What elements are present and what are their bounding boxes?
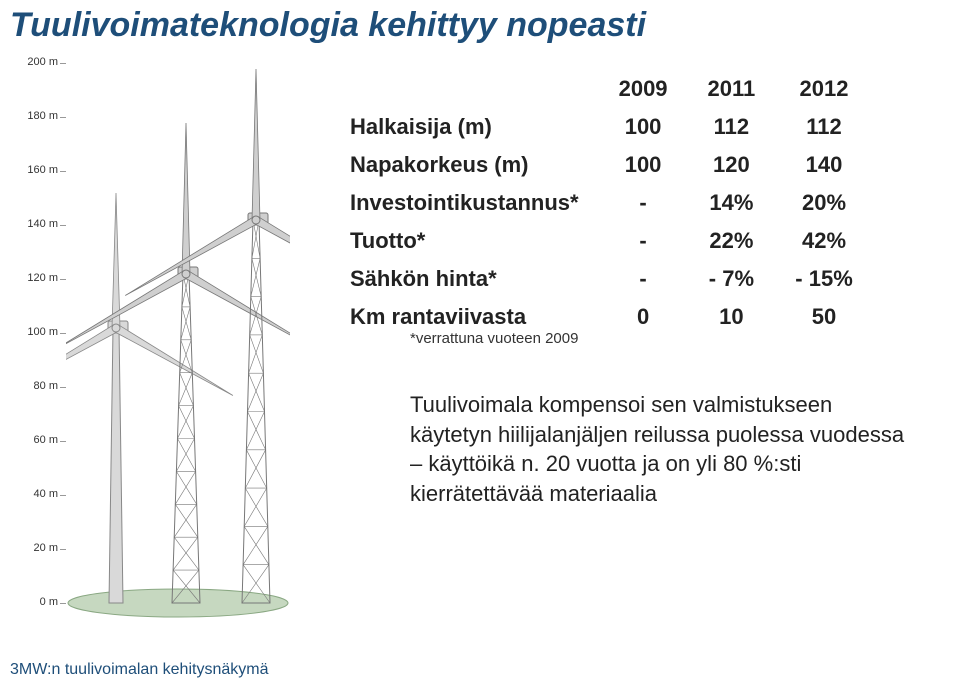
y-tick-label: 120 m — [10, 272, 58, 284]
row-value: 112 — [775, 108, 872, 146]
row-value: 112 — [688, 108, 776, 146]
table-row: Investointikustannus*-14%20% — [330, 184, 873, 222]
row-value: 20% — [775, 184, 872, 222]
row-value: - — [599, 260, 688, 298]
body-text: Tuulivoimala kompensoi sen valmistukseen… — [410, 390, 920, 509]
row-value: 10 — [688, 298, 776, 336]
row-label: Halkaisija (m) — [330, 108, 599, 146]
y-tick-label: 180 m — [10, 110, 58, 122]
row-label: Tuotto* — [330, 222, 599, 260]
row-value: 100 — [599, 146, 688, 184]
table-header-cell: 2011 — [688, 70, 776, 108]
table-row: Sähkön hinta*-- 7%- 15% — [330, 260, 873, 298]
row-value: - — [599, 222, 688, 260]
y-tick-label: 100 m — [10, 326, 58, 338]
table-row: Tuotto*-22%42% — [330, 222, 873, 260]
y-tick-label: 160 m — [10, 164, 58, 176]
table-row: Napakorkeus (m)100120140 — [330, 146, 873, 184]
turbines-svg — [66, 58, 290, 628]
row-value: - — [599, 184, 688, 222]
y-axis: 200 m 180 m 160 m 140 m 120 m 100 m 80 m 60 m 40… — [10, 58, 60, 628]
row-value: 14% — [688, 184, 776, 222]
table-header-cell — [330, 70, 599, 108]
footnote: *verrattuna vuoteen 2009 — [410, 330, 578, 347]
row-value: - 15% — [775, 260, 872, 298]
table-header-cell: 2012 — [775, 70, 872, 108]
row-value: 0 — [599, 298, 688, 336]
tower-area — [66, 58, 290, 628]
y-tick-label: 40 m — [10, 488, 58, 500]
data-table: 200920112012Halkaisija (m)100112112Napak… — [330, 70, 873, 336]
row-value: 22% — [688, 222, 776, 260]
table-row: Halkaisija (m)100112112 — [330, 108, 873, 146]
y-tick-label: 140 m — [10, 218, 58, 230]
y-tick-label: 200 m — [10, 56, 58, 68]
caption: 3MW:n tuulivoimalan kehitysnäkymä — [10, 661, 268, 679]
row-value: 120 — [688, 146, 776, 184]
table-header-cell: 2009 — [599, 70, 688, 108]
y-tick-label: 80 m — [10, 380, 58, 392]
row-value: 50 — [775, 298, 872, 336]
y-tick-label: 0 m — [10, 596, 58, 608]
page-title: Tuulivoimateknologia kehittyy nopeasti — [10, 6, 646, 45]
y-tick-label: 20 m — [10, 542, 58, 554]
row-value: 140 — [775, 146, 872, 184]
row-label: Napakorkeus (m) — [330, 146, 599, 184]
turbine — [66, 193, 233, 603]
row-value: 100 — [599, 108, 688, 146]
y-tick-label: 60 m — [10, 434, 58, 446]
turbine — [125, 69, 290, 603]
row-value: 42% — [775, 222, 872, 260]
row-label: Investointikustannus* — [330, 184, 599, 222]
row-value: - 7% — [688, 260, 776, 298]
turbine-chart: 200 m 180 m 160 m 140 m 120 m 100 m 80 m 60 m 40… — [10, 58, 290, 628]
row-label: Sähkön hinta* — [330, 260, 599, 298]
